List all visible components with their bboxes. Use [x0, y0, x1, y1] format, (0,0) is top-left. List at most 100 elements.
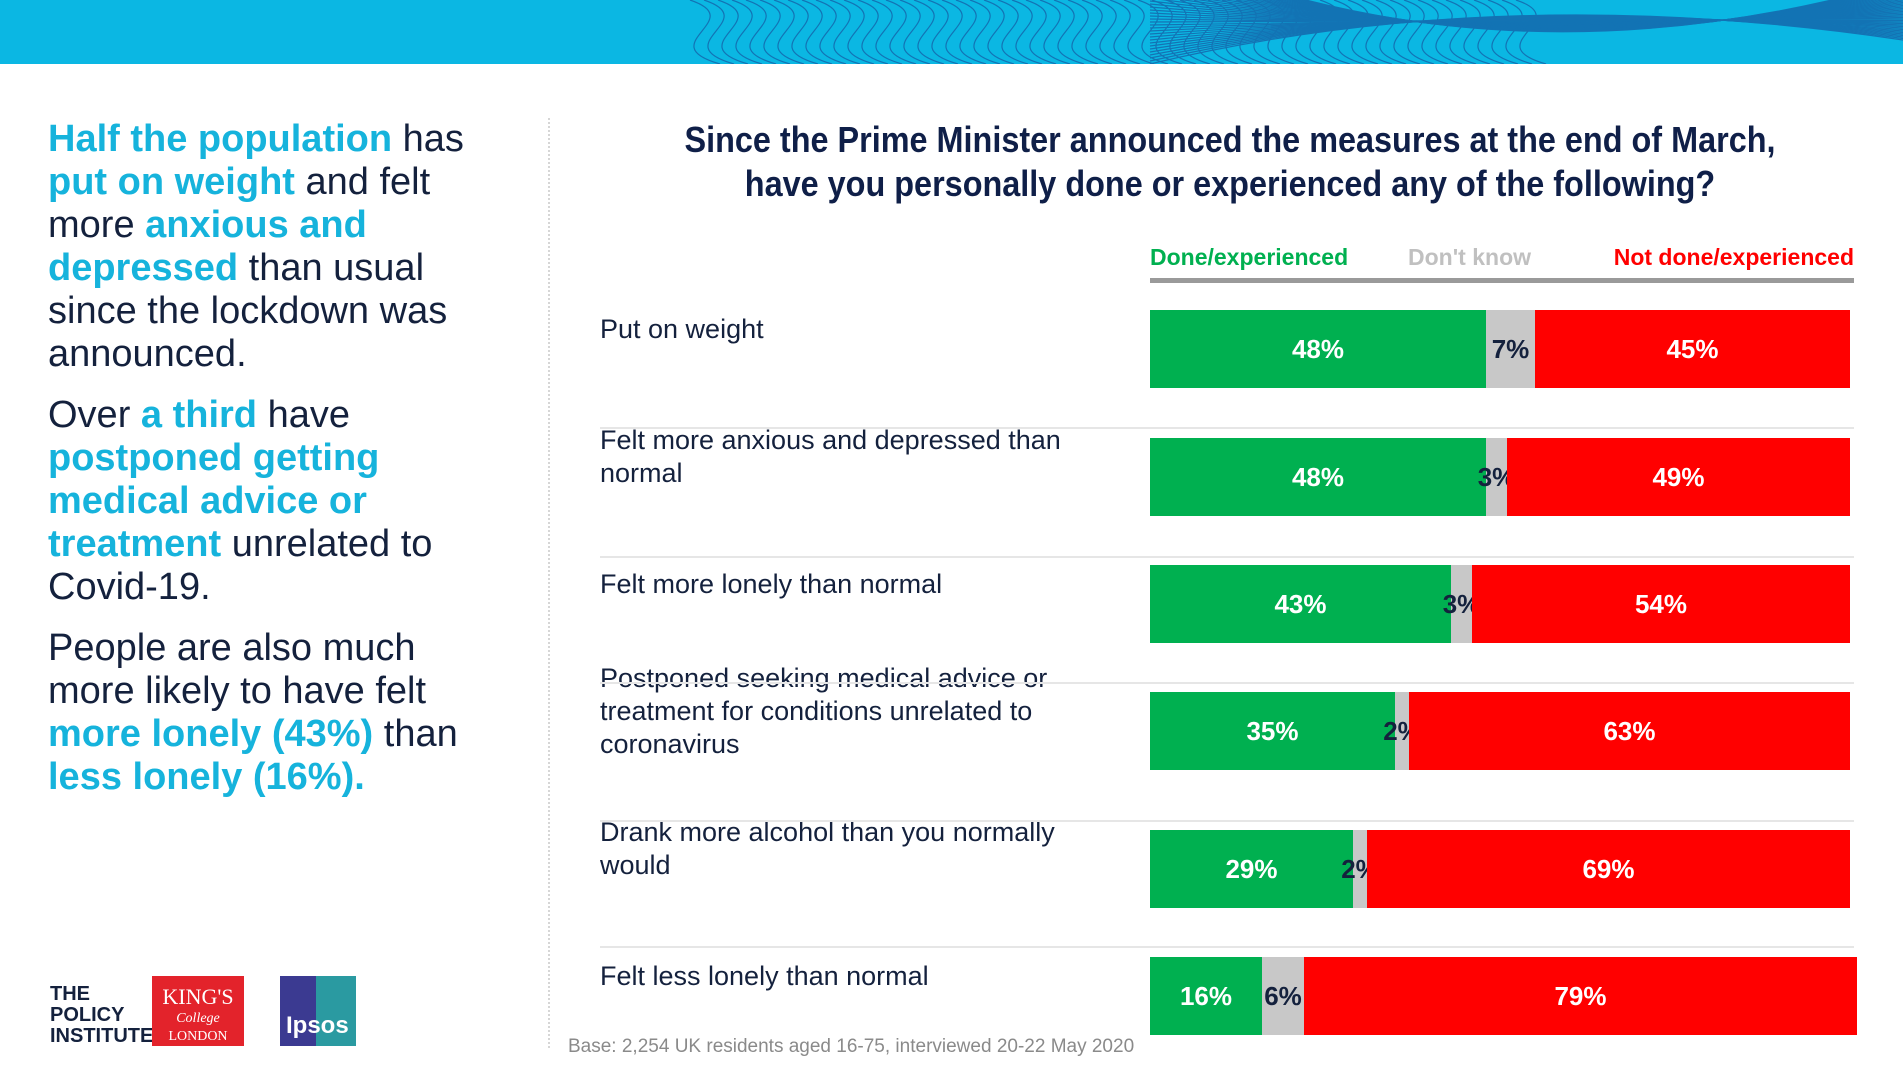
bar-segment: [1507, 438, 1850, 516]
banner-wave-line: [1109, 0, 1141, 64]
highlight-text: less lonely (16%).: [48, 756, 365, 798]
banner-wave-pattern: [689, 0, 1903, 64]
banner-wave-line: [1067, 0, 1099, 64]
banner-wave-line: [969, 0, 1001, 64]
data-label: 48%: [1291, 461, 1345, 492]
bar-segment: [1486, 438, 1507, 516]
logo-text: POLICY: [50, 1004, 125, 1026]
banner-wave-line: [801, 0, 833, 64]
banner-wave-line: [927, 0, 959, 64]
stacked-bar-chart: Put on weight 48% 7% 45% Felt more anxious a…: [600, 290, 1857, 1035]
logo-text: INSTITUTE: [50, 1025, 154, 1047]
chart-title: Since the Prime Minister announced the m…: [663, 118, 1797, 206]
bar-segment: [1353, 830, 1367, 908]
bar-segment: [1486, 310, 1535, 388]
bar-row: 16% 6% 79%: [1150, 957, 1857, 1035]
ipsos-logo-block: [280, 976, 316, 1046]
banner-wave-line: [1431, 0, 1463, 64]
row-separator: [600, 682, 1854, 684]
body-text: and felt more: [48, 161, 431, 246]
bar-segment: [1150, 692, 1395, 770]
banner-wave-line: [843, 0, 875, 64]
banner-wave-line: [913, 0, 945, 64]
banner-wave-line: [1459, 0, 1491, 64]
banner-wave-line: [1011, 0, 1043, 64]
banner-wave-line: [1303, 0, 1834, 33]
data-label: 63%: [1603, 715, 1656, 746]
category-label: Put on weight: [600, 313, 764, 344]
category-label: Postponed seeking medical advice or trea…: [600, 662, 1048, 759]
data-label: 16%: [1179, 980, 1233, 1011]
banner-wave-line: [829, 0, 861, 64]
banner-wave-line: [759, 0, 791, 64]
highlight-text: postponed getting medical advice or trea…: [48, 437, 380, 565]
banner-wave-line: [941, 0, 973, 64]
category-label: Drank more alcohol than you normally wou…: [600, 817, 1055, 880]
logo-strip: THE POLICY INSTITUTE KING'S College LOND…: [50, 976, 370, 1048]
bar-segment: [1472, 565, 1850, 643]
chart-title-line-2: have you personally done or experienced …: [744, 163, 1716, 204]
banner-wave-line: [899, 0, 931, 64]
highlight-text: anxious and depressed: [48, 204, 367, 289]
row-separator: [600, 946, 1854, 948]
bar-segment: [1451, 565, 1472, 643]
data-label: 6%: [1264, 980, 1302, 1011]
body-text: Over: [48, 394, 141, 436]
kings-college-logo: KING'S College LONDON: [152, 976, 244, 1046]
header-banner: [0, 0, 1903, 64]
data-label: 7%: [1491, 333, 1530, 364]
banner-wave-line: [1123, 0, 1155, 64]
ipsos-logo: Ipsos: [280, 976, 356, 1046]
banner-wave-line: [1375, 0, 1407, 64]
data-label: 29%: [1225, 853, 1278, 884]
banner-wave-line: [689, 0, 721, 64]
banner-wave-line: [703, 0, 735, 64]
banner-wave-line: [871, 0, 903, 64]
bar-segment: [1150, 310, 1486, 388]
legend-item-done: Done/experienced: [1150, 244, 1349, 270]
data-label: 54%: [1634, 588, 1688, 619]
base-note: Base: 2,254 UK residents aged 16-75, int…: [568, 1036, 1135, 1057]
banner-wave-line: [1333, 0, 1365, 64]
legend-item-dont-know: Don't know: [1408, 244, 1532, 270]
bar-segment: [1395, 692, 1409, 770]
data-label: 79%: [1554, 980, 1607, 1011]
banner-wave-line: [1053, 0, 1085, 64]
logo-text: College: [176, 1011, 220, 1026]
banner-wave-line: [1473, 0, 1505, 64]
banner-wave-line: [1361, 0, 1393, 64]
summary-panel: Half the population has put on weight an…: [48, 118, 488, 817]
chart-legend: Done/experienced Don't know Not done/exp…: [1150, 242, 1854, 283]
data-label: 49%: [1652, 461, 1705, 492]
bar-row: 43% 3% 54%: [1150, 565, 1850, 643]
body-text: People are also much more likely to have…: [48, 627, 427, 712]
bar-segment: [1150, 438, 1486, 516]
bar-segment: [1409, 692, 1850, 770]
highlight-text: Half the population: [48, 118, 393, 160]
logo-text: THE: [50, 983, 90, 1005]
bar-segment: [1535, 310, 1850, 388]
banner-wave-line: [1025, 0, 1057, 64]
banner-wave-line: [1417, 0, 1449, 64]
banner-wave-line: [857, 0, 889, 64]
banner-wave-line: [717, 0, 749, 64]
bar-row: 29% 2% 69%: [1150, 830, 1850, 908]
row-separator: [600, 427, 1854, 429]
highlight-text: a third: [140, 394, 258, 436]
body-text: unrelated to Covid-19.: [48, 523, 433, 608]
banner-wave-line: [745, 0, 777, 64]
bar-segment: [1367, 830, 1850, 908]
highlight-text: put on weight: [48, 161, 295, 203]
row-separator: [600, 556, 1854, 558]
summary-paragraph-1: Half the population has put on weight an…: [48, 118, 488, 376]
banner-wave-line: [955, 0, 987, 64]
banner-wave-line: [1081, 0, 1113, 64]
logo-text: Ipsos: [286, 1012, 349, 1039]
banner-wave-line: [1235, 0, 1267, 64]
bar-row: 35% 2% 63%: [1150, 692, 1850, 770]
category-label: Felt more lonely than normal: [600, 568, 943, 599]
bar-segment: [1150, 830, 1353, 908]
bar-row: 48% 7% 45%: [1150, 310, 1850, 388]
banner-wave-line: [1389, 0, 1421, 64]
banner-wave-line: [1403, 0, 1435, 64]
